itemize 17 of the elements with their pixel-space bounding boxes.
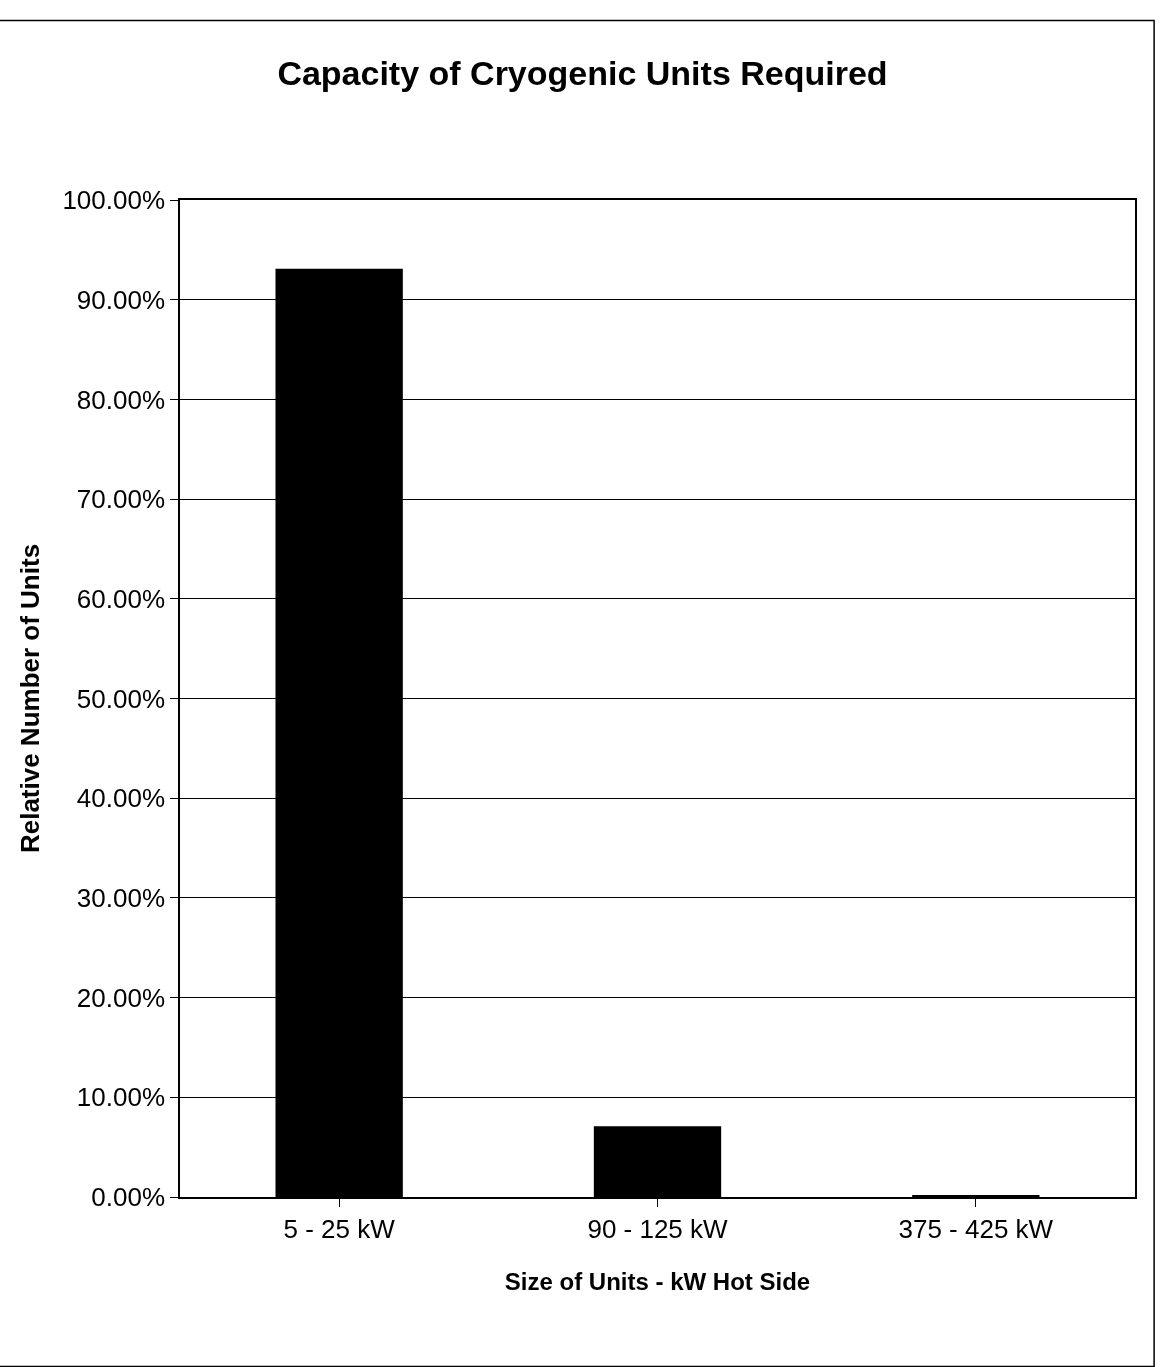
x-tick-label: 90 - 125 kW [587,1213,729,1244]
x-tick-label: 5 - 25 kW [283,1213,396,1244]
y-tick-label: 20.00% [76,982,166,1013]
y-tick-label: 60.00% [76,583,166,614]
y-tick-label: 40.00% [76,783,166,814]
chart-title: Capacity of Cryogenic Units Required [277,54,888,93]
y-tick-label: 100.00% [62,185,166,216]
y-tick-label: 80.00% [76,384,166,415]
y-tick-label: 10.00% [76,1082,166,1113]
y-axis-title: Relative Number of Units [15,543,46,854]
y-tick-label: 90.00% [76,284,166,315]
y-tick-label: 30.00% [76,883,166,913]
x-tick-label: 375 - 425 kW [898,1213,1054,1244]
y-tick-label: 70.00% [76,484,166,515]
x-axis-title: Size of Units - kW Hot Side [504,1267,811,1295]
y-tick-label: 0.00% [91,1182,166,1213]
y-tick-label: 50.00% [76,683,166,714]
